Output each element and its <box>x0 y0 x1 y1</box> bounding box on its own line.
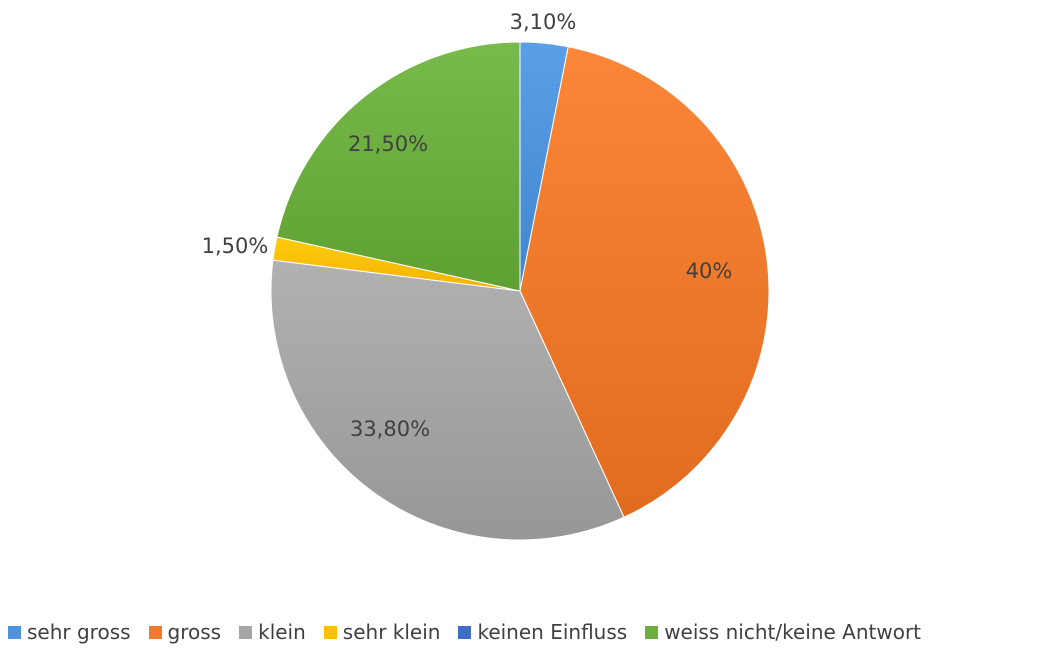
pie-slice-klein <box>270 259 625 541</box>
legend-item-sehr-gross: sehr gross <box>8 620 131 644</box>
legend-swatch <box>239 625 253 639</box>
legend-swatch <box>458 625 472 639</box>
pie-slice-weiss-nicht-keine-antwort <box>276 41 521 292</box>
data-label-klein: 33,80% <box>350 417 430 441</box>
legend-label: weiss nicht/keine Antwort <box>664 620 922 644</box>
legend-swatch <box>645 625 659 639</box>
legend-item-gross: gross <box>148 620 222 644</box>
legend-label: gross <box>167 620 222 644</box>
legend-swatch <box>148 625 162 639</box>
legend-label: keinen Einfluss <box>477 620 628 644</box>
legend-label: klein <box>258 620 306 644</box>
legend-swatch <box>8 625 21 639</box>
pie-svg: 3,10% 40% 33,80% 1,50% 21,50% <box>202 10 770 541</box>
legend-item-keinen-einfluss: keinen Einfluss <box>458 620 627 644</box>
data-label-sehr-gross: 3,10% <box>510 10 577 34</box>
data-label-sehr-klein: 1,50% <box>202 234 269 258</box>
data-label-weiss-nicht-keine-antwort: 21,50% <box>348 132 428 156</box>
legend: sehr gross gross klein sehr klein keinen Ein… <box>8 620 921 644</box>
legend-label: sehr klein <box>342 620 441 644</box>
legend-item-klein: klein <box>239 620 306 644</box>
legend-swatch <box>323 625 337 639</box>
data-label-gross: 40% <box>686 259 733 283</box>
legend-label: sehr gross <box>27 620 131 644</box>
pie-slice-gross <box>519 46 770 518</box>
legend-item-weiss-nicht-keine-antwort: weiss nicht/keine Antwort <box>645 620 921 644</box>
legend-item-sehr-klein: sehr klein <box>323 620 441 644</box>
